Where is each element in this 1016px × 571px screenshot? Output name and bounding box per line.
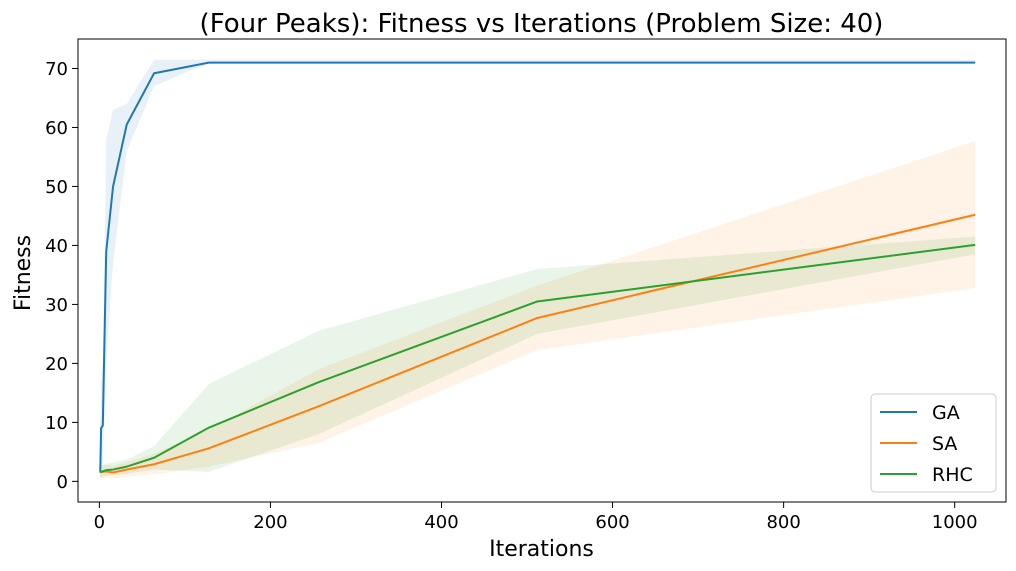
y-tick-label: 0 [57,472,68,493]
y-axis: 0 10 20 30 40 50 60 70 [45,59,78,493]
y-tick-label: 10 [45,413,68,434]
x-axis-title: Iterations [489,537,594,562]
legend-label-sa: SA [932,433,957,455]
legend-label-rhc: RHC [932,464,973,486]
x-tick-label: 1000 [932,512,978,533]
x-tick-label: 200 [253,512,287,533]
legend-box [870,393,997,493]
y-tick-label: 50 [45,177,68,198]
sa-band [100,141,976,479]
legend: GA SA RHC [870,393,997,493]
ga-line [99,61,976,473]
x-tick-label: 600 [595,512,629,533]
confidence-bands [100,59,976,479]
y-tick-label: 20 [45,354,68,375]
y-tick-label: 60 [45,118,68,139]
y-tick-label: 40 [45,236,68,257]
rhc-line [99,243,976,474]
rhc-band [100,236,976,478]
plot-frame [77,38,1007,503]
x-tick-label: 0 [94,512,105,533]
y-axis-title: Fitness [11,235,36,311]
x-axis: 0 200 400 600 800 1000 [94,502,978,533]
chart-title: (Four Peaks): Fitness vs Iterations (Pro… [200,9,884,39]
x-tick-label: 800 [766,512,800,533]
x-tick-label: 400 [424,512,458,533]
y-tick-label: 30 [45,295,68,316]
y-tick-label: 70 [45,59,68,80]
series-lines [99,61,976,474]
legend-label-ga: GA [932,402,960,424]
